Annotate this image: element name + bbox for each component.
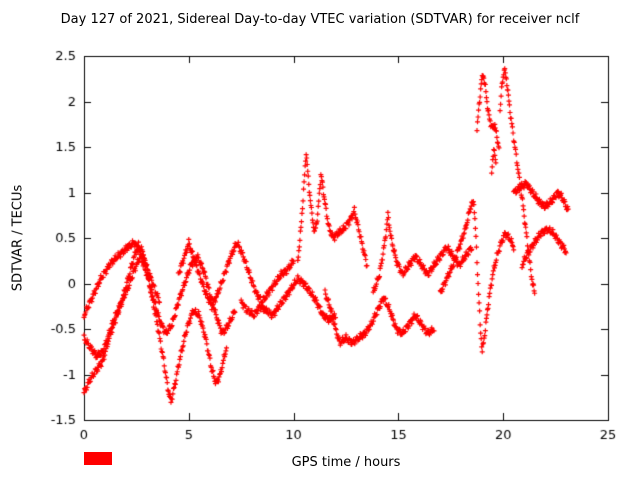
chart-title: Day 127 of 2021, Sidereal Day-to-day VTE… xyxy=(60,12,580,27)
y-axis-label: SDTVAR / TECUs xyxy=(10,184,26,292)
x-axis-label: GPS time / hours xyxy=(291,455,401,470)
red-corner-artifact xyxy=(84,452,112,465)
